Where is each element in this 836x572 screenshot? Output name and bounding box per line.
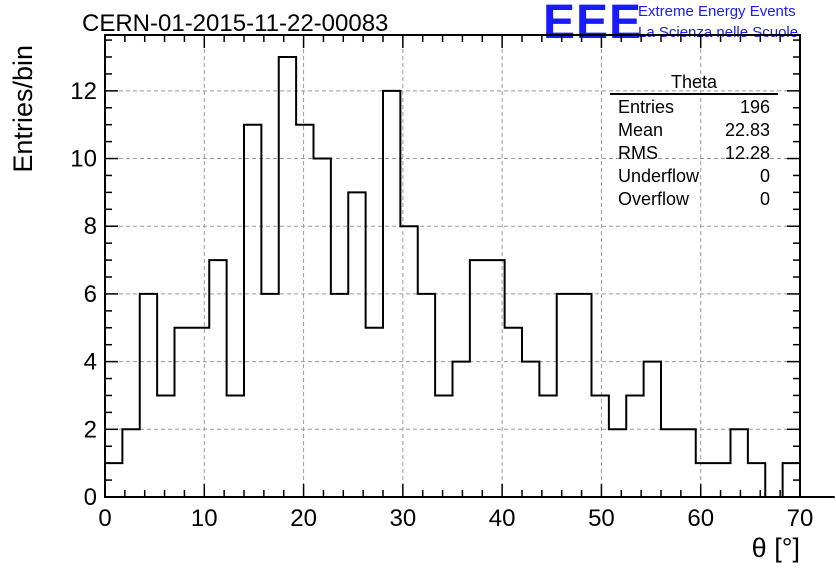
y-tick-label: 4	[84, 349, 97, 376]
stats-value: 12.28	[724, 143, 770, 163]
grid-lines	[105, 35, 800, 497]
stats-value: 22.83	[724, 120, 770, 140]
histogram-bin	[227, 395, 244, 497]
histogram-bin	[592, 395, 609, 497]
histogram-bin	[296, 125, 313, 497]
stats-row-overflow: Overflow 0	[610, 188, 778, 211]
stats-row-mean: Mean 22.83	[610, 119, 778, 142]
histogram-bin	[348, 192, 365, 497]
y-tick-label: 12	[70, 78, 97, 105]
stats-value: 196	[739, 97, 770, 117]
histogram-bin	[157, 395, 174, 497]
stats-row-underflow: Underflow 0	[610, 165, 778, 188]
histogram-bin	[140, 294, 157, 497]
histogram-series	[104, 56, 835, 498]
eee-logo-line1: Extreme Energy Events	[638, 3, 796, 20]
histogram-bin	[678, 429, 695, 497]
tick-labels: 0 10 20 30 40 50 60 70 0 2 4 6 8 10 12	[70, 78, 813, 532]
histogram-bin	[453, 362, 470, 497]
stats-label: Mean	[618, 120, 664, 140]
stats-title: Theta	[610, 72, 778, 95]
stats-label: Overflow	[618, 189, 690, 209]
histogram-bin	[383, 91, 400, 497]
histogram-bin	[400, 226, 417, 497]
histogram-bin	[574, 294, 591, 497]
eee-logo-line2: La Scienza nelle Scuole	[638, 24, 799, 41]
histogram-bin	[644, 362, 661, 497]
histogram-bin	[487, 260, 504, 497]
stats-label: Underflow	[618, 166, 700, 186]
y-tick-label: 8	[84, 213, 97, 240]
eee-logo: EEE	[543, 0, 643, 49]
histogram-bin	[418, 294, 435, 497]
x-axis-label: θ [°]	[752, 533, 800, 563]
histogram-bin	[696, 463, 713, 497]
histogram-bin	[626, 395, 643, 497]
axes	[104, 34, 801, 498]
x-tick-label: 40	[489, 505, 516, 532]
stats-value: 0	[759, 166, 770, 186]
x-tick-label: 60	[687, 505, 714, 532]
stats-row-entries: Entries 196	[610, 96, 778, 119]
histogram-bin	[209, 260, 226, 497]
stats-value: 0	[759, 189, 770, 209]
run-title: CERN-01-2015-11-22-00083	[82, 10, 389, 37]
x-tick-label: 30	[390, 505, 417, 532]
histogram-bin	[122, 429, 139, 497]
x-tick-label: 0	[98, 505, 111, 532]
histogram-bin	[661, 429, 678, 497]
x-tick-label: 50	[588, 505, 615, 532]
histogram-outline	[104, 56, 835, 498]
histogram-bin	[314, 159, 331, 497]
histogram-bin	[244, 125, 261, 497]
histogram-bin	[748, 463, 765, 497]
histogram-bin	[175, 328, 192, 497]
histogram-bin	[557, 294, 574, 497]
histogram-bin	[192, 328, 209, 497]
stats-row-rms: RMS 12.28	[610, 142, 778, 165]
x-tick-label: 10	[191, 505, 218, 532]
histogram-bin	[713, 463, 730, 497]
histogram-bin	[331, 294, 348, 497]
histogram-bin	[261, 294, 278, 497]
x-tick-label: 70	[787, 505, 814, 532]
histogram-bin	[435, 395, 452, 497]
stats-box: Theta Entries 196 Mean 22.83 RMS 12.28 U…	[610, 72, 778, 211]
y-tick-label: 6	[84, 281, 97, 308]
histogram-bin	[522, 362, 539, 497]
histogram-bin	[505, 328, 522, 497]
plot-frame	[104, 34, 801, 498]
y-tick-label: 0	[84, 484, 97, 511]
tick-marks	[104, 35, 801, 498]
histogram-bin	[731, 429, 748, 497]
histogram-bin	[470, 260, 487, 497]
histogram-bin	[279, 57, 296, 497]
histogram-bin	[609, 429, 626, 497]
y-axis-label: Entries/bin	[8, 45, 38, 173]
y-tick-label: 10	[70, 146, 97, 173]
x-tick-label: 20	[290, 505, 317, 532]
histogram-bin	[539, 395, 556, 497]
stats-label: RMS	[618, 143, 658, 163]
y-tick-label: 2	[84, 416, 97, 443]
stats-label: Entries	[618, 97, 675, 117]
histogram-bin	[366, 328, 383, 497]
